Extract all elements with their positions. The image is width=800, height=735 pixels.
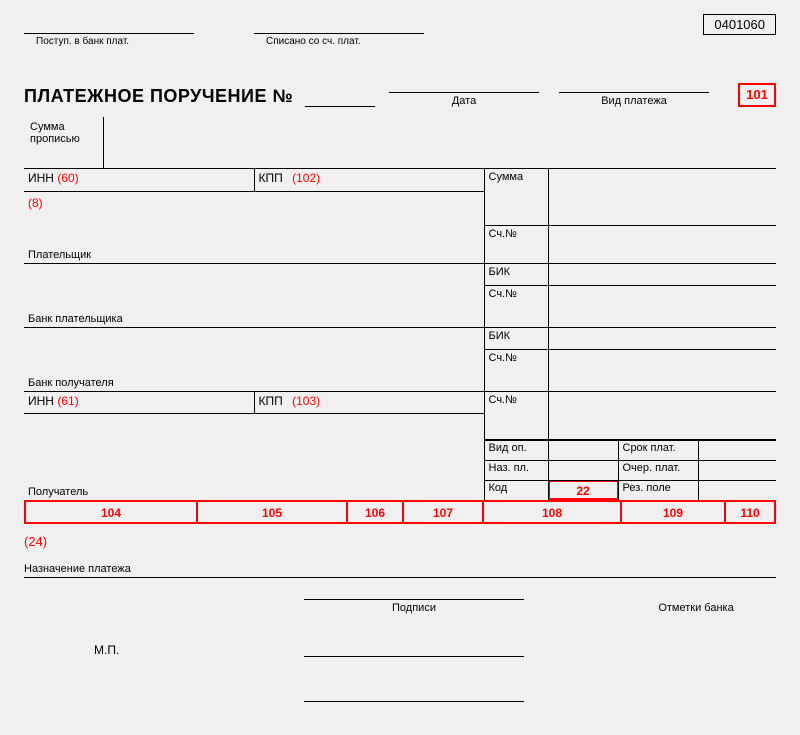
code-24: (24) [24, 534, 776, 549]
payee-label: Получатель [24, 440, 484, 500]
srok-plat-label: Срок плат. [618, 440, 698, 460]
date-label: Дата [389, 93, 539, 107]
tax-fields-row: 104 105 106 107 108 109 110 [24, 500, 776, 524]
payee-bank-acct-field [548, 349, 776, 391]
bank-marks-label: Отметки банка [616, 584, 776, 614]
payer-bank-acct-field [548, 285, 776, 327]
vid-op-field [548, 440, 618, 460]
payee-kpp-code: (103) [292, 394, 320, 408]
payer-inn-code: (60) [57, 171, 78, 185]
payment-type-field [559, 75, 709, 93]
payment-order-form: 0401060 Поступ. в банк плат. Списано со … [0, 0, 800, 735]
sum-field [548, 169, 776, 225]
payee-inn-code: (61) [57, 394, 78, 408]
amount-words-label: Сумма прописью [24, 117, 104, 168]
payer-acct-field [548, 225, 776, 263]
field-106: 106 [348, 502, 404, 522]
payee-acct-label: Сч.№ [484, 391, 548, 439]
payer-label: Плательщик [24, 225, 484, 263]
number-field [305, 92, 375, 107]
naz-pl-field [548, 460, 618, 480]
field-104: 104 [26, 502, 198, 522]
srok-plat-field [698, 440, 776, 460]
naz-pl-label: Наз. пл. [484, 460, 548, 480]
field-101: 101 [738, 83, 776, 107]
payee-bank-acct-label: Сч.№ [484, 349, 548, 391]
form-code-box: 0401060 [703, 14, 776, 35]
payee-bank-label: Банк получателя [24, 327, 484, 391]
payer-inn-label: ИНН [28, 171, 54, 185]
payee-kpp-label: КПП [259, 394, 283, 408]
payer-kpp-code: (102) [292, 171, 320, 185]
signatures-label: Подписи [304, 600, 524, 614]
field-108: 108 [484, 502, 622, 522]
payer-acct-label: Сч.№ [484, 225, 548, 263]
ocher-plat-field [698, 460, 776, 480]
payer-bank-bic-label: БИК [484, 263, 548, 285]
payee-acct-field [548, 391, 776, 439]
main-grid: ИНН (60) КПП (102) Сумма (8) Плательщик … [24, 169, 776, 440]
rez-pole-field [698, 480, 776, 500]
document-title: ПЛАТЕЖНОЕ ПОРУЧЕНИЕ № [24, 86, 293, 107]
ocher-plat-label: Очер. плат. [618, 460, 698, 480]
field-110: 110 [726, 502, 774, 522]
signature-line-2 [304, 642, 524, 657]
status-grid: Получатель Вид оп. Срок плат. Наз. пл. О… [24, 440, 776, 501]
field-22: 22 [548, 480, 619, 500]
payer-bank-acct-label: Сч.№ [484, 285, 548, 327]
written-off-label: Списано со сч. плат. [254, 34, 424, 47]
field-107: 107 [404, 502, 484, 522]
payment-type-label: Вид платежа [559, 93, 709, 107]
mp-label: М.П. [24, 643, 134, 657]
date-field [389, 75, 539, 93]
payee-bank-bic-field [548, 327, 776, 349]
receipt-bank-field [24, 18, 194, 34]
payee-name-area [24, 413, 484, 439]
written-off-field [254, 18, 424, 34]
kod-label: Код [484, 480, 548, 500]
code-8: (8) [28, 196, 43, 210]
signature-line-1 [304, 584, 524, 600]
payee-inn-label: ИНН [28, 394, 54, 408]
field-105: 105 [198, 502, 348, 522]
receipt-bank-label: Поступ. в банк плат. [24, 34, 194, 47]
signature-line-3 [304, 687, 524, 702]
payer-bank-bic-field [548, 263, 776, 285]
payer-kpp-label: КПП [259, 171, 283, 185]
field-109: 109 [622, 502, 726, 522]
amount-words-field [104, 117, 776, 168]
purpose-label: Назначение платежа [24, 563, 776, 578]
sum-label: Сумма [484, 169, 548, 225]
vid-op-label: Вид оп. [484, 440, 548, 460]
payer-bank-label: Банк плательщика [24, 263, 484, 327]
payee-bank-bic-label: БИК [484, 327, 548, 349]
rez-pole-label: Рез. поле [618, 480, 698, 500]
